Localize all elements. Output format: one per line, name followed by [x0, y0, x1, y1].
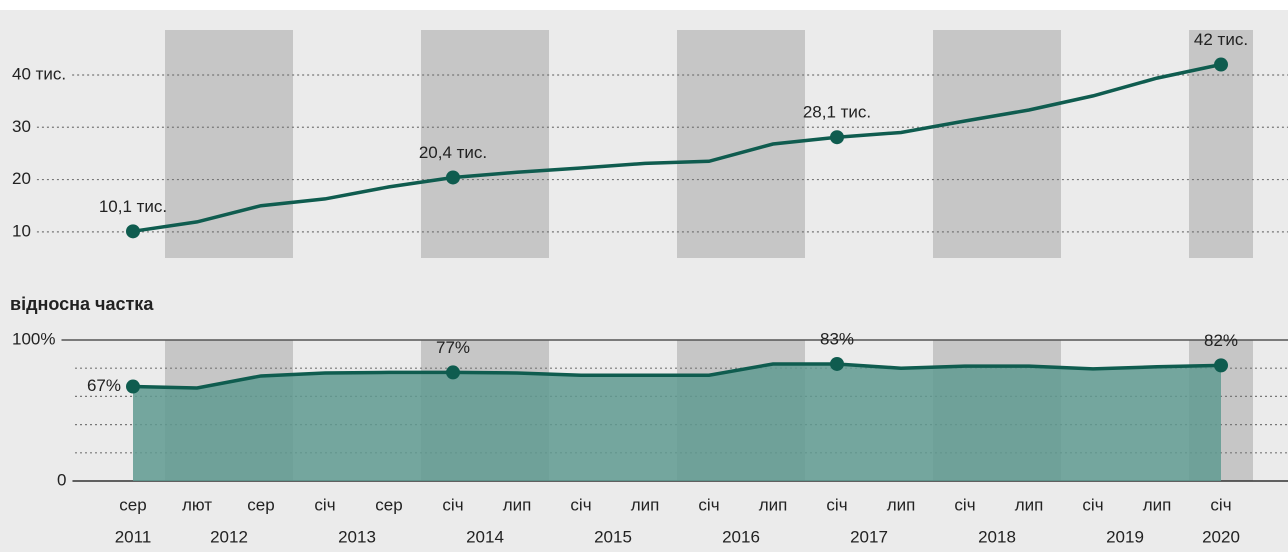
- point: [446, 170, 460, 185]
- value-label: 20,4 тис.: [419, 143, 487, 162]
- x-tick-label: лип: [631, 495, 660, 514]
- x-tick-label: лип: [1015, 495, 1044, 514]
- value-label: 28,1 тис.: [803, 103, 871, 122]
- y-tick-label: 20: [12, 169, 31, 188]
- x-tick-label: січ: [954, 495, 975, 514]
- line: [132, 62, 1222, 234]
- x-tick-label: січ: [442, 495, 463, 514]
- x-group-label: 2014: [466, 527, 504, 546]
- y-tick-label: 0: [57, 470, 66, 489]
- y-tick-label: 10: [12, 221, 31, 240]
- x-group-label: 2013: [338, 527, 376, 546]
- point: [1214, 358, 1228, 373]
- line: [132, 362, 1222, 390]
- x-group-label: 2016: [722, 527, 760, 546]
- x-group-label: 2012: [210, 527, 248, 546]
- x-tick-label: лип: [887, 495, 916, 514]
- x-tick-label: січ: [1210, 495, 1231, 514]
- x-group-label: 2019: [1106, 527, 1144, 546]
- x-tick-label: сер: [375, 495, 402, 514]
- y-tick-label: 40 тис.: [12, 64, 66, 83]
- value-label: 42 тис.: [1194, 30, 1248, 49]
- x-tick-label: січ: [698, 495, 719, 514]
- year-band: [165, 30, 293, 258]
- value-label: 83%: [820, 329, 854, 348]
- y-tick-label: 30: [12, 117, 31, 136]
- value-label: 67%: [87, 376, 121, 395]
- x-group-label: 2020: [1202, 527, 1240, 546]
- x-group-label: 2011: [115, 527, 152, 546]
- value-label: 10,1 тис.: [99, 197, 167, 216]
- y-tick-label: 100%: [12, 329, 55, 348]
- x-tick-label: січ: [1082, 495, 1103, 514]
- year-band: [933, 30, 1061, 258]
- point: [446, 365, 460, 380]
- area: [133, 363, 1221, 481]
- value-label: 77%: [436, 338, 470, 357]
- point: [1214, 57, 1228, 72]
- value-label: 82%: [1204, 331, 1238, 350]
- point: [830, 356, 844, 371]
- x-tick-label: сер: [247, 495, 274, 514]
- point: [830, 130, 844, 145]
- x-tick-label: лип: [1143, 495, 1172, 514]
- x-tick-label: січ: [314, 495, 335, 514]
- x-tick-label: лип: [759, 495, 788, 514]
- point: [126, 379, 140, 394]
- x-group-label: 2017: [850, 527, 888, 546]
- point: [126, 224, 140, 239]
- x-group-label: 2018: [978, 527, 1016, 546]
- x-tick-label: лют: [182, 495, 212, 514]
- x-tick-label: січ: [826, 495, 847, 514]
- year-band: [421, 30, 549, 258]
- subtitle: відносна частка: [10, 294, 154, 314]
- x-tick-label: сер: [119, 495, 146, 514]
- x-tick-label: лип: [503, 495, 532, 514]
- x-tick-label: січ: [570, 495, 591, 514]
- x-group-label: 2015: [594, 527, 632, 546]
